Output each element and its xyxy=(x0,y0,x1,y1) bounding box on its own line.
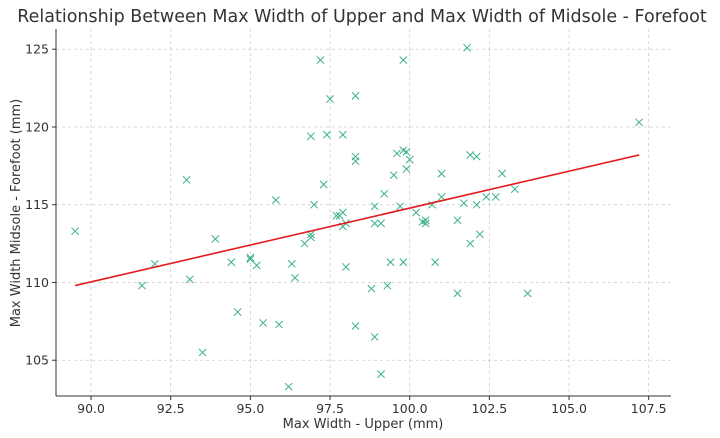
chart-title: Relationship Between Max Width of Upper … xyxy=(17,7,707,27)
data-point xyxy=(472,200,481,209)
data-point xyxy=(71,227,80,236)
data-point xyxy=(421,216,430,225)
data-point xyxy=(399,258,408,267)
data-point xyxy=(287,259,296,268)
data-point xyxy=(396,202,405,211)
data-point xyxy=(466,151,475,159)
data-point xyxy=(635,118,644,127)
data-point xyxy=(437,169,446,178)
data-point xyxy=(306,233,315,242)
data-point xyxy=(482,192,491,201)
data-point xyxy=(453,216,462,225)
x-axis-ticks: 90.0 92.5 95.0 97.5 100.0 102.5 105.0 107.5 xyxy=(77,396,667,416)
data-point xyxy=(338,208,347,217)
data-point xyxy=(326,95,334,103)
data-point xyxy=(421,219,430,228)
x-tick-label: 90.0 xyxy=(77,401,105,416)
data-point xyxy=(377,370,385,379)
data-point xyxy=(233,308,242,316)
y-axis-ticks: 105 110 115 120 125 xyxy=(25,42,56,368)
data-point xyxy=(259,318,268,327)
data-point xyxy=(466,239,475,248)
data-point xyxy=(491,192,500,201)
gridlines xyxy=(56,29,671,396)
x-tick-label: 105.0 xyxy=(551,401,587,416)
data-point xyxy=(389,171,398,180)
data-point xyxy=(498,169,507,178)
y-tick-label: 110 xyxy=(25,275,49,290)
y-tick-label: 120 xyxy=(25,119,49,134)
data-point xyxy=(459,199,468,208)
data-point xyxy=(227,258,236,267)
data-point xyxy=(351,322,360,330)
data-point xyxy=(351,91,360,100)
data-point xyxy=(338,130,347,139)
x-tick-label: 107.5 xyxy=(631,401,667,416)
data-point xyxy=(211,234,220,243)
data-point xyxy=(431,258,440,267)
data-point xyxy=(475,230,484,239)
data-point xyxy=(399,56,408,65)
data-point xyxy=(405,155,414,164)
data-points xyxy=(71,43,644,391)
data-point xyxy=(370,202,379,211)
data-point xyxy=(316,56,325,65)
data-point xyxy=(252,261,261,270)
data-point xyxy=(198,348,207,357)
data-point xyxy=(310,200,319,209)
x-tick-label: 95.0 xyxy=(236,401,264,416)
x-axis-label: Max Width - Upper (mm) xyxy=(283,417,444,432)
data-point xyxy=(523,289,532,298)
data-point xyxy=(342,262,350,271)
data-point xyxy=(412,208,421,217)
data-point xyxy=(402,165,411,173)
data-point xyxy=(332,211,341,220)
data-point xyxy=(377,219,385,228)
data-point xyxy=(185,275,194,284)
data-point xyxy=(182,175,191,184)
data-point xyxy=(510,185,519,194)
data-point xyxy=(370,332,379,341)
x-tick-label: 102.5 xyxy=(471,401,507,416)
trend-line xyxy=(74,154,640,287)
data-point xyxy=(275,320,284,329)
data-point xyxy=(463,43,472,52)
data-point xyxy=(386,258,395,267)
data-point xyxy=(246,253,255,262)
x-tick-label: 100.0 xyxy=(392,401,428,416)
data-point xyxy=(319,180,328,189)
y-tick-label: 115 xyxy=(25,197,49,212)
data-point xyxy=(472,152,481,161)
data-point xyxy=(380,189,389,198)
data-point xyxy=(284,382,293,391)
y-tick-label: 125 xyxy=(25,42,49,57)
data-point xyxy=(383,281,392,290)
y-axis-label: Max Width Midsole - Forefoot (mm) xyxy=(9,99,24,328)
x-tick-label: 92.5 xyxy=(157,401,185,416)
data-point xyxy=(291,273,299,282)
data-point xyxy=(453,289,462,298)
data-point xyxy=(370,219,379,228)
data-point xyxy=(367,284,376,293)
data-point xyxy=(306,132,315,141)
data-point xyxy=(351,152,360,161)
data-point xyxy=(393,149,401,158)
data-point xyxy=(138,281,146,290)
data-point xyxy=(300,239,309,248)
data-point xyxy=(246,255,255,264)
data-point xyxy=(402,147,411,156)
data-point xyxy=(271,196,280,205)
data-point xyxy=(322,130,331,139)
x-tick-label: 97.5 xyxy=(316,401,344,416)
y-tick-label: 105 xyxy=(25,353,49,368)
